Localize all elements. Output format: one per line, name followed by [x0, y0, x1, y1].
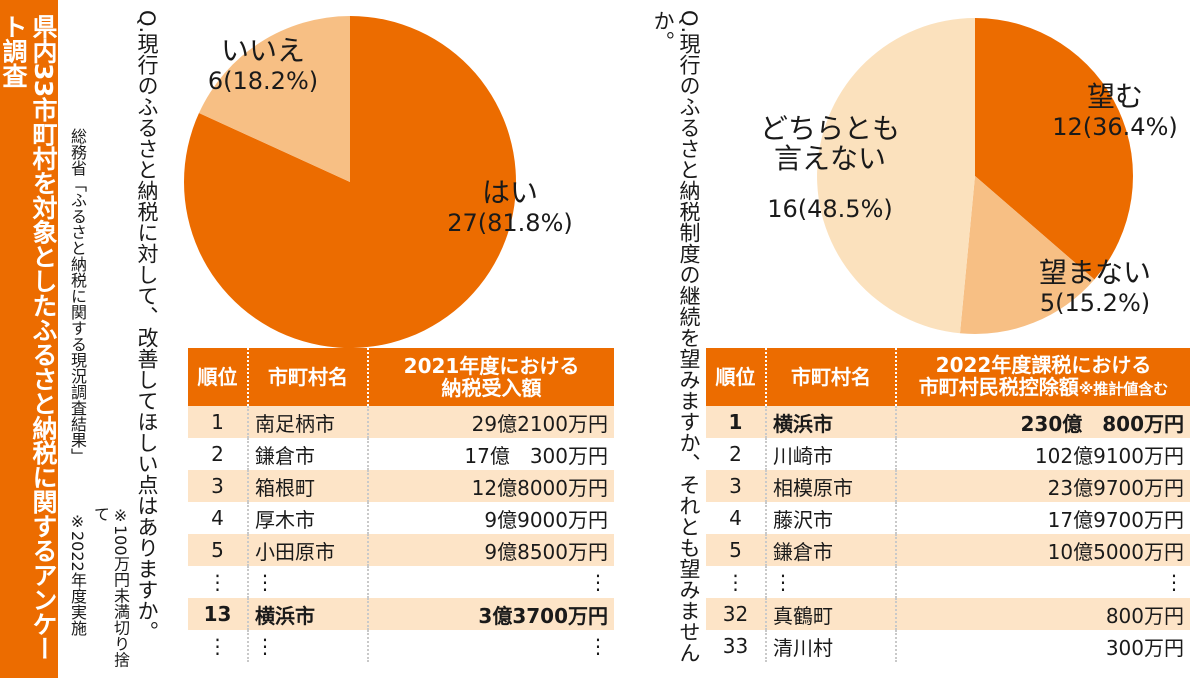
name-cell: 厚木市: [248, 502, 369, 534]
table-row: ⋮ ⋮ ⋮: [706, 566, 1190, 598]
name-cell: 真鶴町: [766, 598, 897, 630]
name-cell: 横浜市: [248, 598, 369, 630]
rank-cell: 2: [188, 438, 249, 470]
table-row: 3 相模原市 23億9700万円: [706, 470, 1190, 502]
name-cell: ⋮: [248, 566, 369, 598]
amount-cell: ⋮: [896, 566, 1190, 598]
table-row: 1 横浜市 230億 800万円: [706, 406, 1190, 438]
amount-cell: 9億9000万円: [368, 502, 614, 534]
name-cell: ⋮: [248, 630, 369, 662]
table-row: 2 鎌倉市 17億 300万円: [188, 438, 614, 470]
survey-title: 県内33市町村を対象としたふるさと納税に関するアンケート調査: [0, 0, 58, 678]
survey-year-note: ※2022年度実施: [68, 512, 87, 636]
header-rank: 順位: [706, 348, 767, 406]
rounding-note: ※100万円未満切り捨て: [91, 506, 130, 668]
table-row: 5 鎌倉市 10億5000万円: [706, 534, 1190, 566]
rank-cell: ⋮: [188, 630, 249, 662]
table-row: 4 藤沢市 17億9700万円: [706, 502, 1190, 534]
rank-cell: 13: [188, 598, 249, 630]
name-cell: 鎌倉市: [766, 534, 897, 566]
rank-cell: 4: [188, 502, 249, 534]
rank-cell: 1: [188, 406, 249, 438]
header-name: 市町村名: [766, 348, 897, 406]
amount-cell: 102億9100万円: [896, 438, 1190, 470]
table-row: 4 厚木市 9億9000万円: [188, 502, 614, 534]
name-cell: 鎌倉市: [248, 438, 369, 470]
header-amount: 2021年度における 納税受入額: [368, 348, 614, 406]
header-amount: 2022年度課税における 市町村民税控除額※推計値含む: [896, 348, 1190, 406]
name-cell: 藤沢市: [766, 502, 897, 534]
rank-cell: 5: [706, 534, 767, 566]
name-cell: 相模原市: [766, 470, 897, 502]
table-row: 2 川崎市 102億9100万円: [706, 438, 1190, 470]
pie-chart-continuation: [817, 18, 1134, 334]
amount-cell: ⋮: [368, 630, 614, 662]
name-cell: ⋮: [766, 566, 897, 598]
amount-cell: 9億8500万円: [368, 534, 614, 566]
ranking-table-2021: 順位 市町村名 2021年度における 納税受入額 1 南足柄市 29億2100万円 2…: [188, 348, 614, 662]
rank-cell: 32: [706, 598, 767, 630]
amount-cell: 17億 300万円: [368, 438, 614, 470]
table-row: 5 小田原市 9億8500万円: [188, 534, 614, 566]
pie-slice-neither: [817, 18, 975, 334]
question-1: Q.現行のふるさと納税に対して、改善してほしい点はありますか。: [135, 10, 159, 643]
name-cell: 清川村: [766, 630, 897, 662]
header-rank: 順位: [188, 348, 249, 406]
name-cell: 小田原市: [248, 534, 369, 566]
table-row: ⋮ ⋮ ⋮: [188, 566, 614, 598]
amount-cell: 17億9700万円: [896, 502, 1190, 534]
amount-cell: 800万円: [896, 598, 1190, 630]
amount-cell: 3億3700万円: [368, 598, 614, 630]
table-row: 33 清川村 300万円: [706, 630, 1190, 662]
rank-cell: ⋮: [188, 566, 249, 598]
ranking-table-2022: 順位 市町村名 2022年度課税における 市町村民税控除額※推計値含む 1 横浜市…: [706, 348, 1190, 662]
name-cell: 横浜市: [766, 406, 897, 438]
rank-cell: 3: [188, 470, 249, 502]
table-row: 3 箱根町 12億8000万円: [188, 470, 614, 502]
name-cell: 箱根町: [248, 470, 369, 502]
table-row: 1 南足柄市 29億2100万円: [188, 406, 614, 438]
rank-cell: 4: [706, 502, 767, 534]
amount-cell: 29億2100万円: [368, 406, 614, 438]
rank-cell: ⋮: [706, 566, 767, 598]
amount-cell: 300万円: [896, 630, 1190, 662]
pie-chart-improvement: [183, 16, 516, 348]
pie-slice-dont-want: [959, 176, 1095, 334]
pie1-label-yes: はい 27(81.8%): [447, 176, 573, 238]
amount-cell: ⋮: [368, 566, 614, 598]
rank-cell: 5: [188, 534, 249, 566]
pie-slice-want: [975, 18, 1134, 280]
pie-slice-no: [199, 16, 350, 182]
table-row: 32 真鶴町 800万円: [706, 598, 1190, 630]
name-cell: 川崎市: [766, 438, 897, 470]
question-2: Q.現行のふるさと納税制度の継続を望みますか、それとも望みませんか。: [651, 10, 701, 664]
pie2-label-dont-want: 望まない 5(15.2%): [1038, 256, 1151, 318]
amount-cell: 230億 800万円: [896, 406, 1190, 438]
pie2-label-want: 望む 12(36.4%): [1052, 80, 1178, 142]
name-cell: 南足柄市: [248, 406, 369, 438]
pie1-label-no: いいえ 6(18.2%): [207, 34, 319, 96]
source-note: 総務省「ふるさと納税に関する現況調査結果」: [68, 128, 87, 464]
pie-slice-yes: [183, 16, 516, 348]
rank-cell: 3: [706, 470, 767, 502]
amount-cell: 10億5000万円: [896, 534, 1190, 566]
table-row: ⋮ ⋮ ⋮: [188, 630, 614, 662]
pie2-label-neither: どちらとも 言えない 16(48.5%): [759, 112, 900, 224]
amount-cell: 12億8000万円: [368, 470, 614, 502]
rank-cell: 2: [706, 438, 767, 470]
table-row: 13 横浜市 3億3700万円: [188, 598, 614, 630]
rank-cell: 1: [706, 406, 767, 438]
header-name: 市町村名: [248, 348, 369, 406]
rank-cell: 33: [706, 630, 767, 662]
amount-cell: 23億9700万円: [896, 470, 1190, 502]
